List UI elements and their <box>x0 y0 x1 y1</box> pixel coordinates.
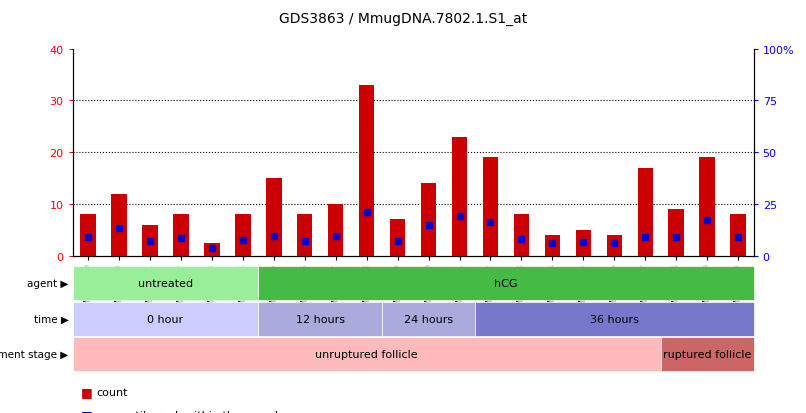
Text: 0 hour: 0 hour <box>147 314 184 324</box>
Text: 36 hours: 36 hours <box>590 314 638 324</box>
Text: 24 hours: 24 hours <box>404 314 453 324</box>
Bar <box>81 215 96 256</box>
Text: GDS3863 / MmugDNA.7802.1.S1_at: GDS3863 / MmugDNA.7802.1.S1_at <box>279 12 527 26</box>
Text: untreated: untreated <box>138 278 193 288</box>
Bar <box>266 178 281 256</box>
Text: count: count <box>97 387 128 397</box>
Bar <box>390 220 405 256</box>
Bar <box>575 230 591 256</box>
Bar <box>513 215 530 256</box>
Bar <box>235 215 251 256</box>
Bar <box>730 215 746 256</box>
Bar <box>700 158 715 256</box>
Bar <box>421 184 436 256</box>
Text: agent ▶: agent ▶ <box>27 278 69 288</box>
Bar <box>173 215 189 256</box>
Text: ■: ■ <box>81 385 93 399</box>
Bar <box>204 243 219 256</box>
Bar <box>142 225 158 256</box>
Text: development stage ▶: development stage ▶ <box>0 349 69 359</box>
Bar <box>359 86 374 256</box>
Bar <box>483 158 498 256</box>
Text: unruptured follicle: unruptured follicle <box>315 349 418 359</box>
Bar <box>328 204 343 256</box>
Bar <box>297 215 313 256</box>
Text: ■: ■ <box>81 408 93 413</box>
Text: 12 hours: 12 hours <box>296 314 345 324</box>
Bar <box>607 235 622 256</box>
Text: percentile rank within the sample: percentile rank within the sample <box>97 410 285 413</box>
Bar <box>452 137 467 256</box>
Text: hCG: hCG <box>494 278 517 288</box>
Bar <box>638 169 653 256</box>
Bar <box>111 194 127 256</box>
Text: time ▶: time ▶ <box>34 314 69 324</box>
Bar <box>545 235 560 256</box>
Bar <box>668 210 684 256</box>
Text: ruptured follicle: ruptured follicle <box>663 349 751 359</box>
